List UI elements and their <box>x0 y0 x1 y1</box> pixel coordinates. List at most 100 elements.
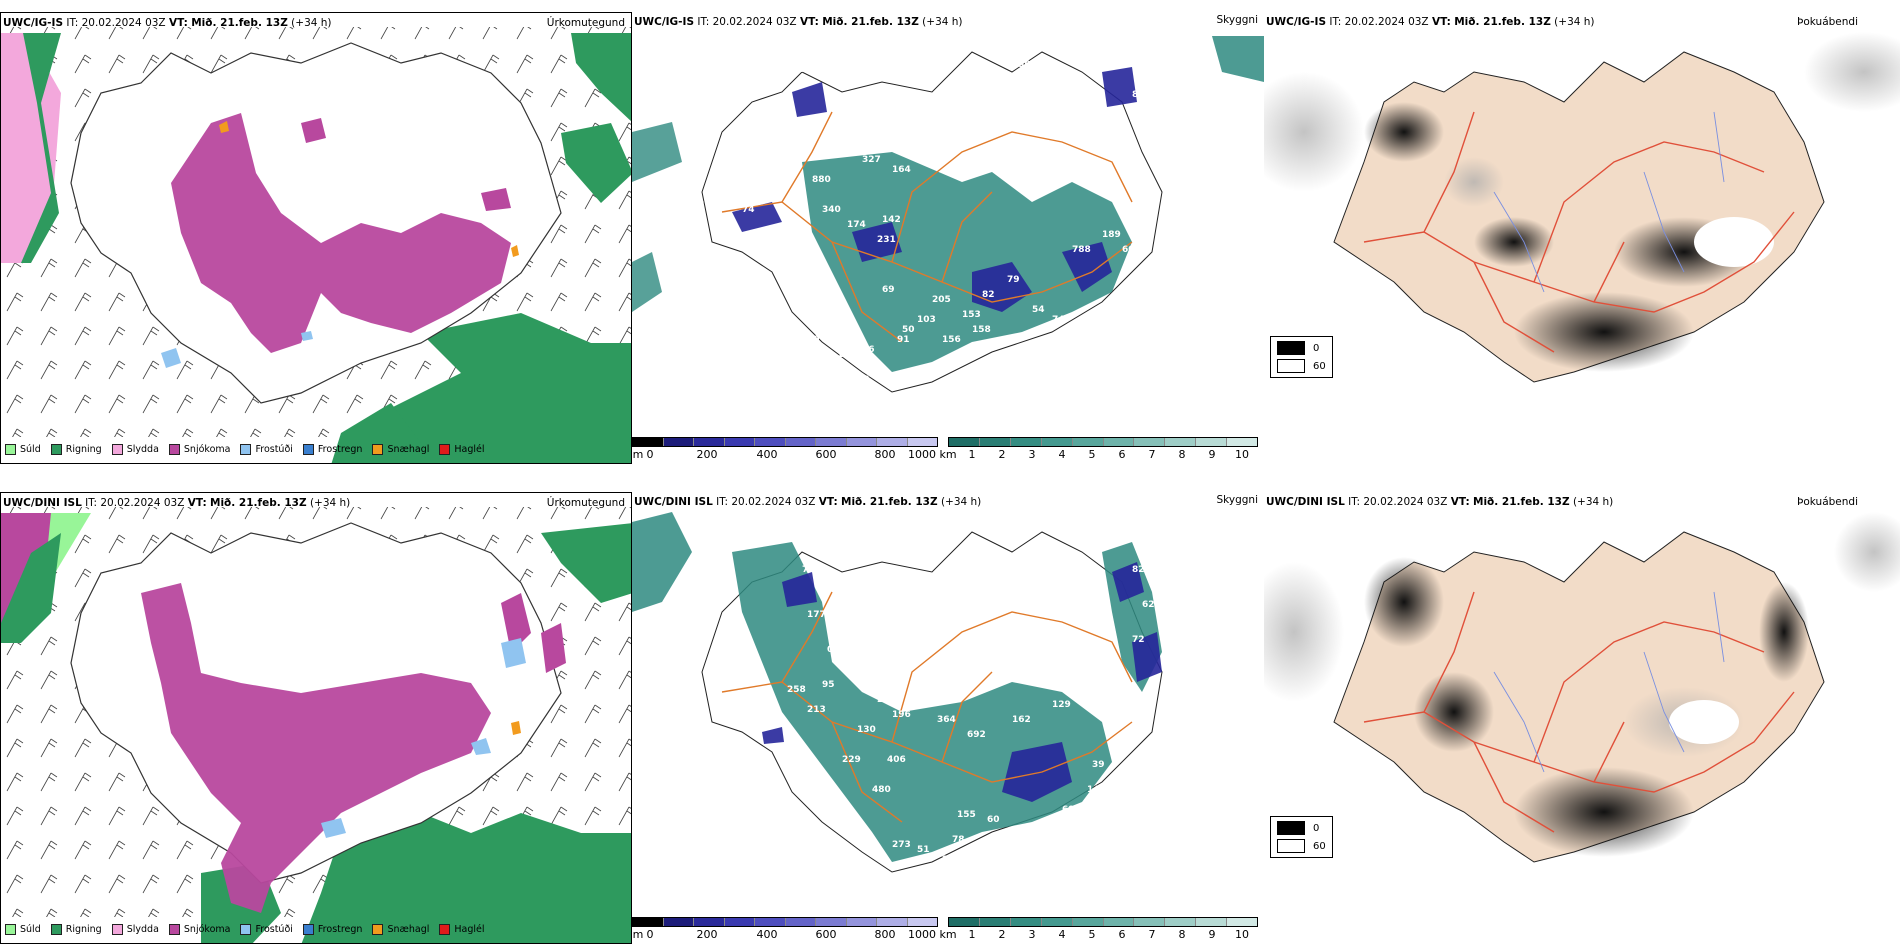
terrain-height-label: 88 <box>922 890 935 900</box>
legend-swatch <box>1277 359 1305 373</box>
scale-cell <box>1072 918 1104 926</box>
terrain-height-label: 43 <box>692 200 705 210</box>
legend-swatch <box>168 443 180 455</box>
terrain-height-label: 231 <box>877 235 896 245</box>
scale-cell <box>663 438 694 446</box>
height-unit: m <box>632 928 644 941</box>
terrain-height-label: 51 <box>917 845 930 855</box>
terrain-height-label: 229 <box>842 755 861 765</box>
terrain-height-label: 50 <box>902 325 915 335</box>
snow-area-east <box>501 593 566 673</box>
terrain-height-label: 692 <box>967 730 986 740</box>
tick-label: 9 <box>1208 928 1216 941</box>
terrain-height-label: 82 <box>982 290 995 300</box>
legend-swatch <box>111 443 123 455</box>
tick-label: 3 <box>1028 448 1036 461</box>
legend-swatch <box>1277 341 1305 355</box>
panel-title: Skyggni <box>1216 494 1259 506</box>
scale-cell <box>1072 438 1104 446</box>
terrain-height-label: 187 <box>782 270 801 280</box>
legend-item: Súld <box>5 443 41 455</box>
terrain-height-label: 162 <box>1012 715 1031 725</box>
terrain-height-label: 156 <box>942 335 961 345</box>
terrain-height-label: 177 <box>807 610 826 620</box>
tick-label: 800 <box>874 928 896 941</box>
legend-item: Rigning <box>50 923 102 935</box>
distance-unit: km <box>939 928 957 941</box>
terrain-height-label: 113 <box>1102 785 1121 795</box>
panel-title: Þokuábendi <box>1797 16 1858 28</box>
tick-label: 400 <box>756 448 778 461</box>
legend-swatch <box>439 443 451 455</box>
terrain-height-label: 83 <box>1177 645 1190 655</box>
height-scale-cells <box>632 917 938 927</box>
terrain-height-label: 8 <box>1132 90 1138 100</box>
panel-header: UWC/IG-IS IT: 20.02.2024 03Z VT: Mið. 21… <box>634 16 963 28</box>
terrain-height-label: 880 <box>812 175 831 185</box>
tick-label: 1000 <box>908 448 936 461</box>
distance-ticks: km 1 2 3 4 5 6 7 8 9 10 <box>939 447 1258 461</box>
scale-cell <box>846 918 877 926</box>
deep-height-areas <box>762 562 1162 802</box>
distance-ticks: km 1 2 3 4 5 6 7 8 9 10 <box>939 927 1258 941</box>
scale-cell <box>755 438 786 446</box>
terrain-height-label: 189 <box>1102 230 1121 240</box>
scale-cell <box>1165 438 1197 446</box>
terrain-height-label: 72 <box>1132 635 1145 645</box>
tick-label: 4 <box>1058 448 1066 461</box>
tick-label: 10 <box>1235 448 1249 461</box>
rain-area-ne <box>541 523 631 603</box>
terrain-height-label: 232 <box>877 695 896 705</box>
scale-cell <box>816 438 847 446</box>
legend-item: Frostúði <box>240 443 293 455</box>
height-ticks: m 0 200 400 600 800 1000 <box>632 447 938 461</box>
frost-areas <box>321 638 526 838</box>
panel-title: Úrkomutegund <box>546 17 625 29</box>
tick-label: 9 <box>1208 448 1216 461</box>
rain-area-west <box>21 33 61 263</box>
panel-header: UWC/IG-IS IT: 20.02.2024 03Z VT: Mið. 21… <box>3 17 332 29</box>
legend-item: Súld <box>5 923 41 935</box>
legend-swatch <box>1277 821 1305 835</box>
distance-scale-cells <box>948 917 1258 927</box>
distance-unit: km <box>939 448 957 461</box>
terrain-height-label: 85 <box>887 375 900 385</box>
terrain-height-label: 327 <box>862 155 881 165</box>
legend-item: Frostregn <box>302 443 362 455</box>
terrain-height-label: 83 <box>857 375 870 385</box>
legend-swatch <box>168 923 180 935</box>
visibility-panel-2: UWC/DINI ISL IT: 20.02.2024 03Z VT: Mið.… <box>632 492 1264 944</box>
tick-label: 7 <box>1148 928 1156 941</box>
fog-legend-row: 0 <box>1277 821 1326 835</box>
terrain-height-label: 1 <box>1152 115 1158 125</box>
scale-cell <box>724 438 755 446</box>
terrain-height-label: 142 <box>882 215 901 225</box>
fog-legend-row: 60 <box>1277 839 1326 853</box>
terrain-height-label: 78 <box>952 835 965 845</box>
terrain-height-label: 79 <box>1007 275 1020 285</box>
terrain-height-label: 038 <box>827 645 846 655</box>
legend-swatch <box>372 923 384 935</box>
fog-legend-row: 0 <box>1277 341 1326 355</box>
rain-area-s <box>301 813 631 943</box>
terrain-height-label: 177 <box>742 125 761 135</box>
precip-panel-1: UWC/IG-IS IT: 20.02.2024 03Z VT: Mið. 21… <box>0 12 632 464</box>
terrain-height-label: 205 <box>932 295 951 305</box>
terrain-height-label: 180 <box>1092 180 1111 190</box>
terrain-height-label: 91 <box>897 335 910 345</box>
panel-header: UWC/IG-IS IT: 20.02.2024 03Z VT: Mið. 21… <box>1266 16 1595 28</box>
terrain-height-label: 103 <box>917 315 936 325</box>
terrain-height-label: 196 <box>892 710 911 720</box>
legend-item: Slydda <box>111 443 159 455</box>
terrain-height-label: 406 <box>887 755 906 765</box>
road-network <box>721 591 1133 823</box>
terrain-height-label: 10 <box>1177 150 1190 160</box>
terrain-height-label: 230 <box>1012 60 1031 70</box>
tick-label: 1 <box>968 448 976 461</box>
scale-cell <box>1103 918 1135 926</box>
rain-area-east <box>561 123 631 203</box>
legend-swatch <box>372 443 384 455</box>
tick-label: 5 <box>1088 928 1096 941</box>
fog-rivers <box>1493 591 1725 773</box>
